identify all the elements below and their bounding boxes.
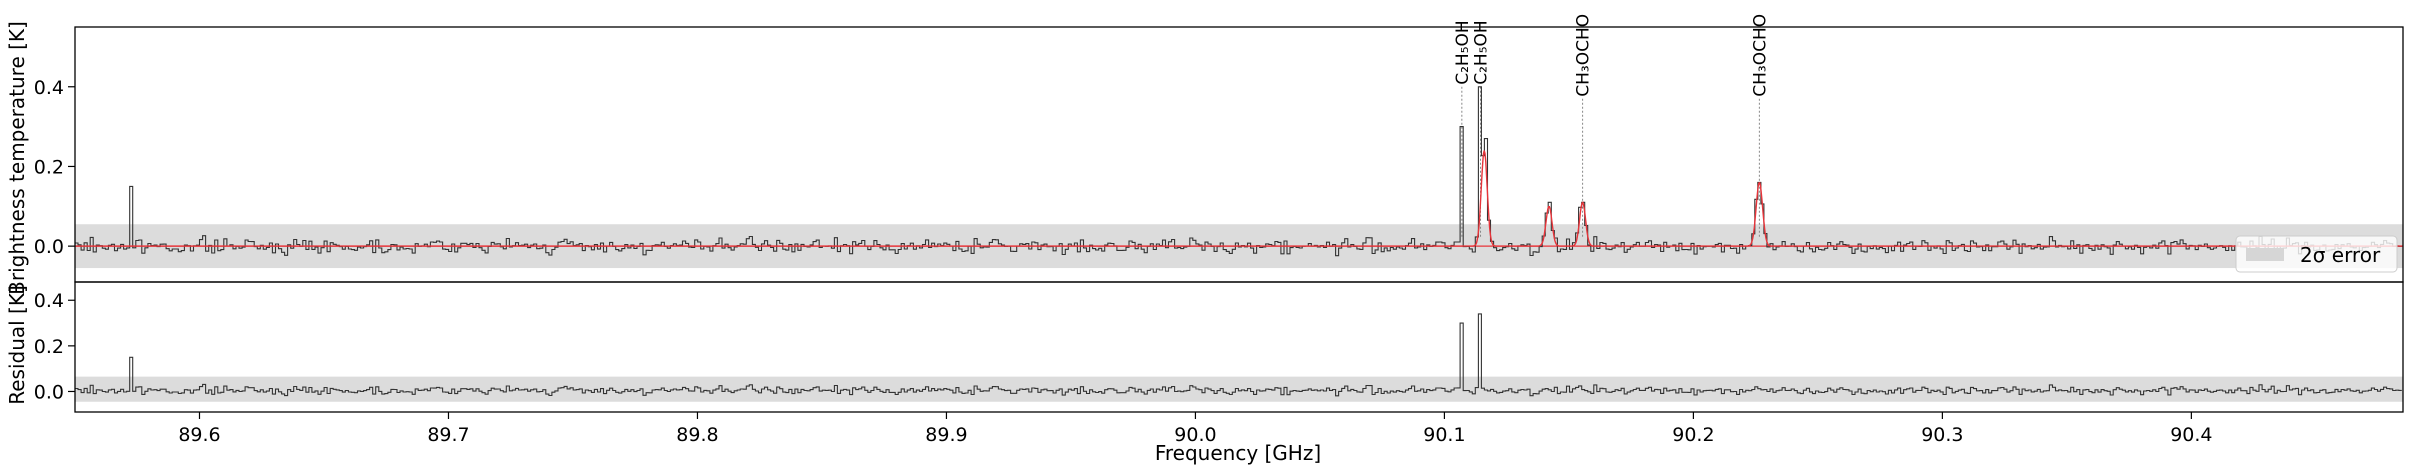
x-axis-label: Frequency [GHz] — [1155, 441, 1321, 465]
x-ticks: 89.6 89.7 89.8 89.9 90.0 90.1 90.2 90.3 90.4 — [178, 412, 2213, 446]
line-id-label: C₂H₅OH — [1453, 20, 1473, 84]
y-tick-label: 0.4 — [34, 290, 64, 312]
top-y-axis-label: Brightness temperature [K] — [5, 21, 29, 295]
bottom-panel-frame — [74, 281, 2404, 413]
y-tick-label: 0.2 — [34, 156, 64, 178]
residual-spectrum — [75, 313, 2402, 397]
legend-box — [2235, 235, 2398, 273]
y-tick-label: 0.4 — [34, 77, 64, 99]
legend: 2σ error — [2235, 235, 2398, 273]
x-tick-label: 89.8 — [676, 424, 718, 446]
top-model-spectrum — [75, 150, 2403, 247]
bottom-y-ticks: 0.0 0.2 0.4 — [34, 290, 75, 403]
top-observed-spectrum — [75, 86, 2402, 257]
line-id-label: CH₃OCHO — [1750, 14, 1770, 97]
x-tick-label: 89.9 — [925, 424, 967, 446]
legend-label: 2σ error — [2300, 243, 2381, 267]
x-tick-label: 90.0 — [1174, 424, 1216, 446]
x-tick-label: 90.4 — [2170, 424, 2212, 446]
bottom-y-axis-label: Residual [K] — [5, 285, 29, 405]
y-tick-label: 0.0 — [34, 381, 64, 403]
line-id-label: CH₃OCHO — [1574, 14, 1594, 97]
bottom-panel: 0.0 0.2 0.4 89.6 89.7 89.8 89.9 90.0 90.1 90.2 90… — [5, 281, 2404, 465]
y-tick-label: 0.0 — [34, 236, 64, 258]
y-tick-label: 0.2 — [34, 336, 64, 358]
legend-swatch — [2246, 248, 2284, 261]
x-tick-label: 90.3 — [1921, 424, 1963, 446]
x-tick-label: 90.1 — [1423, 424, 1465, 446]
top-y-ticks: 0.0 0.2 0.4 — [34, 77, 75, 258]
x-tick-label: 90.2 — [1672, 424, 1714, 446]
x-tick-label: 89.7 — [427, 424, 469, 446]
line-id-label: C₂H₅OH — [1472, 20, 1492, 84]
x-tick-label: 89.6 — [178, 424, 220, 446]
